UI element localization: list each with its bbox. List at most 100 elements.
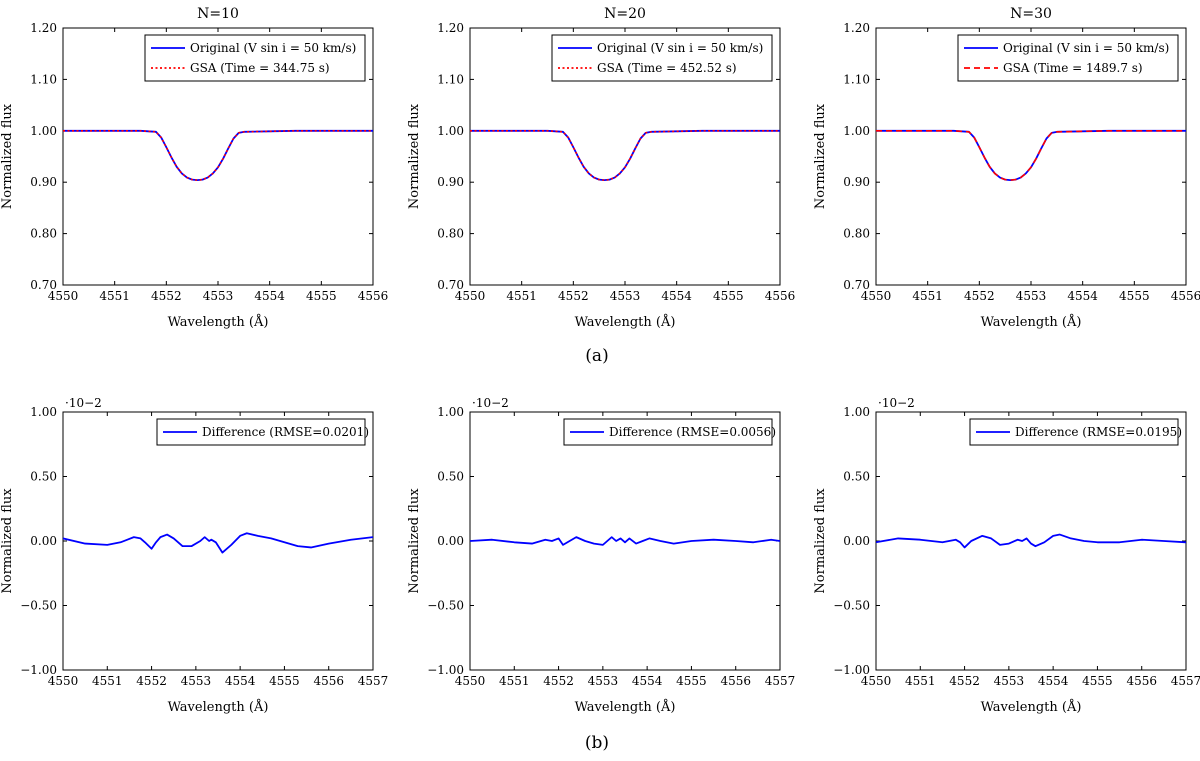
x-tick-label: 4553 bbox=[203, 289, 234, 303]
x-tick-label: 4556 bbox=[765, 289, 796, 303]
y-exponent-label: ·10−2 bbox=[472, 396, 509, 410]
legend: Difference (RMSE=0.0201) bbox=[156, 418, 369, 446]
x-tick-label: 4556 bbox=[720, 674, 751, 688]
y-tick-label: 0.80 bbox=[30, 227, 57, 241]
y-tick-label: 0.70 bbox=[30, 278, 57, 292]
x-tick-label: 4550 bbox=[48, 674, 79, 688]
x-tick-label: 4556 bbox=[358, 289, 389, 303]
series-line-1 bbox=[63, 532, 373, 554]
y-axis-label: Normalized flux bbox=[407, 103, 422, 209]
y-tick-label: 1.10 bbox=[843, 72, 870, 86]
y-tick-label: 0.80 bbox=[437, 227, 464, 241]
x-tick-label: 4555 bbox=[676, 674, 707, 688]
x-tick-label: 4550 bbox=[455, 289, 486, 303]
y-tick-label: −1.00 bbox=[20, 663, 57, 677]
x-axis-label: Wavelength (Å) bbox=[981, 699, 1082, 715]
y-tick-label: 1.10 bbox=[437, 72, 464, 86]
x-tick-label: 4553 bbox=[588, 674, 619, 688]
y-axis-label: Normalized flux bbox=[813, 103, 828, 209]
y-tick-label: 0.00 bbox=[437, 534, 464, 548]
y-tick-label: 0.50 bbox=[437, 470, 464, 484]
series-line-1 bbox=[470, 129, 780, 182]
x-tick-label: 4552 bbox=[558, 289, 589, 303]
chart-panel-4: 4550 4551 4552 4553 4554 4555 4556 4557 −1.00 −0.… bbox=[0, 396, 388, 715]
y-tick-label: 0.80 bbox=[843, 227, 870, 241]
caption-b: (b) bbox=[585, 733, 609, 753]
legend: Original (V sin i = 50 km/s) GSA (Time = … bbox=[957, 34, 1179, 82]
x-tick-label: 4555 bbox=[306, 289, 337, 303]
y-axis-label: Normalized flux bbox=[407, 488, 422, 594]
y-tick-label: 0.50 bbox=[30, 470, 57, 484]
x-tick-label: 4551 bbox=[912, 289, 943, 303]
x-tick-label: 4552 bbox=[949, 674, 980, 688]
x-tick-label: 4555 bbox=[269, 674, 300, 688]
legend-entry: Difference (RMSE=0.0195) bbox=[1015, 425, 1182, 439]
y-tick-label: 1.00 bbox=[30, 405, 57, 419]
y-tick-label: 1.20 bbox=[437, 21, 464, 35]
x-tick-label: 4554 bbox=[1067, 289, 1098, 303]
x-tick-label: 4553 bbox=[994, 674, 1025, 688]
y-tick-label: 1.00 bbox=[30, 124, 57, 138]
series-line-1 bbox=[876, 533, 1186, 549]
y-exponent-label: ·10−2 bbox=[878, 396, 915, 410]
chart-panel-6: 4550 4551 4552 4553 4554 4555 4556 4557 −1.00 −0.… bbox=[813, 396, 1200, 715]
legend-entry: Original (V sin i = 50 km/s) bbox=[1003, 41, 1169, 55]
y-tick-label: 0.90 bbox=[437, 175, 464, 189]
x-tick-label: 4553 bbox=[610, 289, 641, 303]
chart-panel-2: 4550 4551 4552 4553 4554 4555 4556 0.70 0.80 0.90… bbox=[407, 6, 795, 330]
series-line-1 bbox=[63, 129, 373, 182]
legend-entry: GSA (Time = 452.52 s) bbox=[597, 61, 737, 75]
plot-frame bbox=[875, 411, 1187, 671]
y-tick-label: 0.90 bbox=[843, 175, 870, 189]
series-line-1 bbox=[876, 129, 1186, 182]
series-line-2 bbox=[470, 130, 780, 181]
legend-box bbox=[144, 34, 366, 82]
legend: Difference (RMSE=0.0056) bbox=[563, 418, 776, 446]
x-tick-label: 4552 bbox=[151, 289, 182, 303]
y-tick-label: −1.00 bbox=[427, 663, 464, 677]
x-tick-label: 4551 bbox=[99, 289, 130, 303]
x-tick-label: 4553 bbox=[181, 674, 212, 688]
x-tick-label: 4557 bbox=[1171, 674, 1200, 688]
x-tick-label: 4554 bbox=[632, 674, 663, 688]
x-tick-label: 4554 bbox=[1038, 674, 1069, 688]
series-line-2 bbox=[876, 130, 1186, 181]
x-tick-label: 4551 bbox=[905, 674, 936, 688]
x-tick-label: 4556 bbox=[313, 674, 344, 688]
x-tick-label: 4556 bbox=[1126, 674, 1157, 688]
y-tick-label: 1.10 bbox=[30, 72, 57, 86]
x-tick-label: 4550 bbox=[861, 289, 892, 303]
chart-title: N=20 bbox=[604, 6, 646, 22]
series-line-2 bbox=[63, 130, 373, 181]
x-tick-label: 4551 bbox=[92, 674, 123, 688]
x-tick-label: 4552 bbox=[543, 674, 574, 688]
legend: Original (V sin i = 50 km/s) GSA (Time = … bbox=[144, 34, 366, 82]
x-tick-label: 4551 bbox=[499, 674, 530, 688]
y-tick-label: 1.20 bbox=[30, 21, 57, 35]
legend-entry: Original (V sin i = 50 km/s) bbox=[597, 41, 763, 55]
x-tick-label: 4554 bbox=[225, 674, 256, 688]
plot-frame bbox=[62, 411, 374, 671]
x-axis-label: Wavelength (Å) bbox=[575, 314, 676, 330]
y-axis-label: Normalized flux bbox=[813, 488, 828, 594]
y-axis-label: Normalized flux bbox=[0, 103, 15, 209]
x-axis-label: Wavelength (Å) bbox=[981, 314, 1082, 330]
x-tick-label: 4557 bbox=[358, 674, 389, 688]
chart-panel-3: 4550 4551 4552 4553 4554 4555 4556 0.70 0.80 0.90… bbox=[813, 6, 1200, 330]
series-line-1 bbox=[470, 536, 780, 546]
x-tick-label: 4554 bbox=[661, 289, 692, 303]
x-tick-label: 4555 bbox=[1082, 674, 1113, 688]
caption-a: (a) bbox=[585, 346, 608, 366]
legend-box bbox=[551, 34, 773, 82]
legend-entry: Original (V sin i = 50 km/s) bbox=[190, 41, 356, 55]
y-tick-label: −1.00 bbox=[833, 663, 870, 677]
chart-title: N=10 bbox=[197, 6, 239, 22]
y-exponent-label: ·10−2 bbox=[65, 396, 102, 410]
y-tick-label: 0.00 bbox=[30, 534, 57, 548]
y-tick-label: 1.00 bbox=[437, 124, 464, 138]
legend-entry: Difference (RMSE=0.0056) bbox=[609, 425, 776, 439]
y-tick-label: 0.70 bbox=[843, 278, 870, 292]
legend-box bbox=[957, 34, 1179, 82]
legend-entry: GSA (Time = 344.75 s) bbox=[190, 61, 330, 75]
